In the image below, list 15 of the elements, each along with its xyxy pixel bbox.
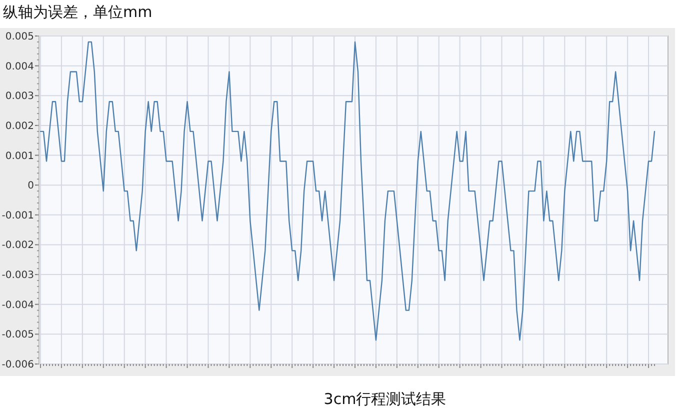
y-tick-label: -0.001	[2, 210, 34, 222]
line-series	[40, 41, 656, 341]
y-tick-label: 0.004	[5, 61, 34, 72]
y-tick-label: -0.002	[2, 240, 34, 252]
y-tick-label: -0.006	[2, 360, 34, 370]
y-tick-label: 0.002	[5, 120, 34, 132]
y-tick-label: -0.003	[2, 270, 34, 282]
y-tick-label: 0	[28, 180, 34, 192]
y-tick-label: 0.001	[5, 150, 34, 162]
y-tick-label: -0.004	[2, 300, 34, 311]
y-tick-label: 0.003	[5, 91, 34, 102]
x-axis-title: 3cm行程测试结果	[324, 390, 446, 408]
y-tick-label: 0.005	[5, 32, 34, 42]
y-tick-label: -0.005	[2, 330, 34, 341]
chart-title: 纵轴为误差，单位mm	[3, 3, 152, 21]
